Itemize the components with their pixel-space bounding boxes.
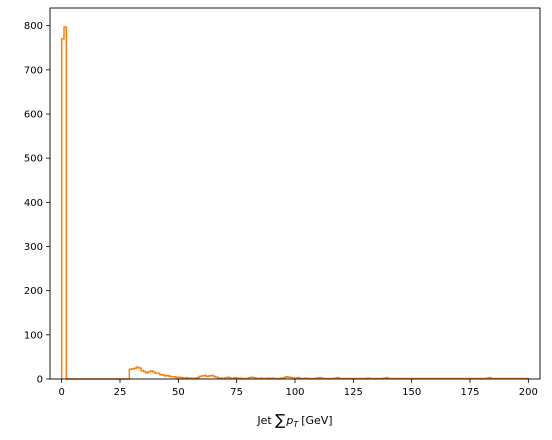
y-tick-label: 100 [24,330,43,341]
x-tick-label: 150 [402,387,421,398]
y-axis: 0 100 200 300 400 500 600 700 800 [24,21,50,386]
x-axis: 0 25 50 75 100 125 150 175 200 [58,379,538,398]
x-tick-label: 125 [344,387,363,398]
x-tick-label: 50 [172,387,185,398]
x-axis-label-sub: T [293,420,299,429]
x-tick-label: 0 [58,387,64,398]
y-tick-label: 300 [24,242,43,253]
x-tick-label: 100 [285,387,304,398]
x-tick-label: 200 [519,387,538,398]
y-tick-label: 800 [24,21,43,32]
x-tick-label: 75 [230,387,243,398]
x-axis-label-unit: [GeV] [301,414,332,427]
y-tick-label: 700 [24,65,43,76]
x-axis-label-sum: ∑ [275,411,285,429]
y-tick-label: 500 [24,154,43,165]
y-tick-label: 200 [24,286,43,297]
x-tick-label: 175 [460,387,479,398]
x-axis-label-p: p [285,414,293,427]
x-axis-label: Jet ∑pT [GeV] [256,411,332,429]
x-tick-label: 25 [114,387,127,398]
x-axis-label-prefix: Jet [256,414,275,427]
y-tick-label: 600 [24,110,43,121]
y-tick-label: 400 [24,198,43,209]
y-tick-label: 0 [37,375,43,386]
